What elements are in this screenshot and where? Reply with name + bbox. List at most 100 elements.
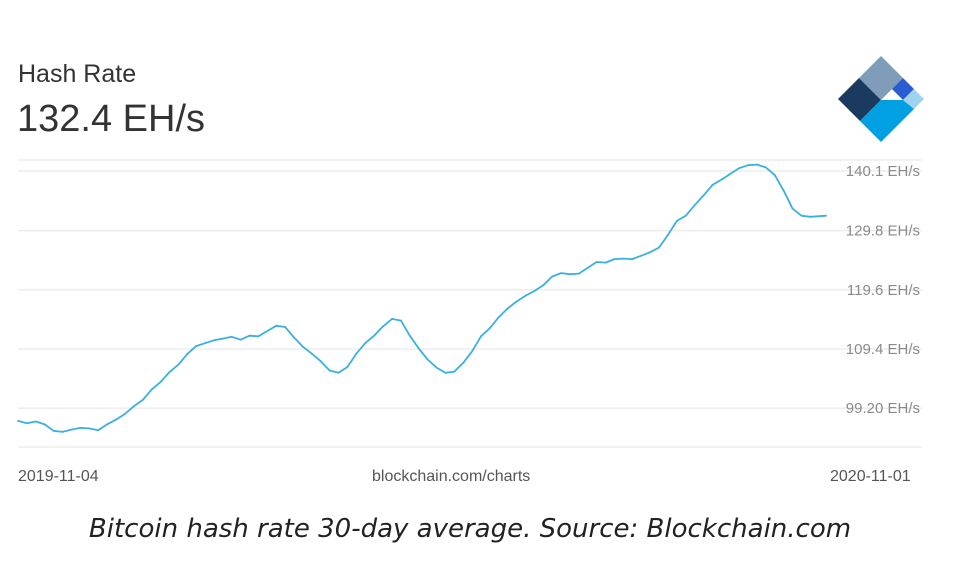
data-point[interactable]	[230, 335, 233, 338]
data-point[interactable]	[364, 342, 367, 345]
data-point[interactable]	[337, 371, 340, 374]
data-point[interactable]	[702, 194, 705, 197]
data-point[interactable]	[52, 429, 55, 432]
data-point[interactable]	[266, 330, 269, 332]
data-point[interactable]	[106, 423, 108, 426]
data-point[interactable]	[257, 335, 260, 338]
data-point[interactable]	[684, 214, 687, 217]
data-point[interactable]	[506, 307, 509, 310]
data-point[interactable]	[658, 246, 660, 249]
data-point[interactable]	[400, 319, 402, 322]
data-point[interactable]	[551, 275, 554, 278]
data-point[interactable]	[649, 251, 652, 254]
data-point[interactable]	[782, 189, 785, 192]
data-point[interactable]	[818, 215, 821, 218]
y-tick-label: 129.8 EH/s	[846, 223, 920, 240]
data-point[interactable]	[791, 207, 794, 210]
data-point[interactable]	[382, 325, 384, 328]
data-point[interactable]	[97, 429, 99, 432]
data-point[interactable]	[34, 420, 37, 423]
data-point[interactable]	[489, 327, 491, 329]
data-point[interactable]	[391, 318, 393, 320]
data-point[interactable]	[738, 167, 741, 170]
data-point[interactable]	[631, 258, 634, 260]
y-tick-label: 140.1 EH/s	[846, 163, 920, 180]
data-point[interactable]	[284, 326, 286, 328]
data-point[interactable]	[524, 294, 527, 297]
data-point[interactable]	[693, 204, 696, 207]
data-point[interactable]	[604, 261, 607, 264]
blockchain-diamond-icon[interactable]	[836, 54, 926, 144]
y-tick-label: 99.20 EH/s	[846, 400, 920, 417]
data-point[interactable]	[115, 418, 117, 421]
data-point[interactable]	[800, 214, 803, 217]
data-point[interactable]	[515, 300, 518, 303]
data-point[interactable]	[150, 388, 153, 391]
data-point[interactable]	[319, 360, 322, 363]
data-point[interactable]	[123, 413, 126, 415]
data-point[interactable]	[346, 366, 349, 368]
data-point[interactable]	[61, 431, 64, 433]
data-point[interactable]	[747, 164, 749, 167]
data-point[interactable]	[417, 347, 420, 350]
data-point[interactable]	[328, 369, 331, 372]
data-point[interactable]	[195, 345, 198, 347]
data-point[interactable]	[480, 335, 482, 338]
data-point[interactable]	[373, 334, 375, 337]
data-point[interactable]	[453, 370, 456, 373]
data-point[interactable]	[159, 381, 162, 383]
source-link[interactable]: blockchain.com/charts	[372, 468, 531, 485]
data-point[interactable]	[676, 220, 678, 222]
data-point[interactable]	[809, 215, 812, 218]
data-point[interactable]	[213, 339, 215, 342]
data-point[interactable]	[426, 358, 429, 361]
data-point[interactable]	[595, 261, 598, 263]
data-point[interactable]	[533, 290, 536, 292]
data-point[interactable]	[825, 214, 827, 217]
data-point[interactable]	[293, 336, 295, 339]
data-point[interactable]	[773, 174, 776, 177]
data-point[interactable]	[43, 423, 46, 426]
data-point[interactable]	[560, 272, 562, 274]
data-point[interactable]	[435, 366, 438, 369]
data-point[interactable]	[765, 166, 767, 169]
data-point[interactable]	[720, 178, 723, 181]
data-point[interactable]	[497, 316, 500, 318]
data-point[interactable]	[302, 345, 304, 348]
data-point[interactable]	[88, 427, 91, 430]
data-point[interactable]	[444, 371, 447, 374]
data-point[interactable]	[310, 352, 313, 355]
data-point[interactable]	[186, 353, 189, 356]
data-point[interactable]	[275, 324, 278, 327]
data-point[interactable]	[132, 405, 135, 408]
data-point[interactable]	[168, 371, 171, 374]
data-point[interactable]	[204, 342, 206, 345]
data-point[interactable]	[462, 362, 465, 364]
data-point[interactable]	[355, 352, 358, 355]
data-point[interactable]	[248, 334, 251, 337]
data-point[interactable]	[622, 257, 625, 260]
data-point[interactable]	[667, 233, 669, 236]
data-point[interactable]	[221, 337, 224, 340]
logo-bottom-facet	[860, 100, 914, 142]
data-point[interactable]	[141, 399, 144, 401]
data-point[interactable]	[613, 258, 616, 260]
data-point[interactable]	[177, 363, 180, 366]
data-point[interactable]	[640, 254, 643, 257]
data-point[interactable]	[239, 338, 242, 341]
data-point[interactable]	[586, 266, 589, 269]
grid-lines	[18, 159, 922, 448]
data-point[interactable]	[79, 427, 82, 429]
data-point[interactable]	[729, 173, 732, 175]
data-point[interactable]	[542, 284, 545, 287]
data-point[interactable]	[569, 273, 571, 276]
current-hash-rate: 132.4 EH/s	[17, 98, 205, 140]
data-point[interactable]	[408, 334, 411, 337]
data-point[interactable]	[70, 428, 73, 431]
data-point[interactable]	[711, 184, 714, 186]
data-point[interactable]	[17, 420, 19, 422]
data-point[interactable]	[578, 272, 580, 275]
data-point[interactable]	[471, 350, 473, 353]
data-point[interactable]	[756, 163, 758, 166]
data-point[interactable]	[26, 422, 28, 425]
